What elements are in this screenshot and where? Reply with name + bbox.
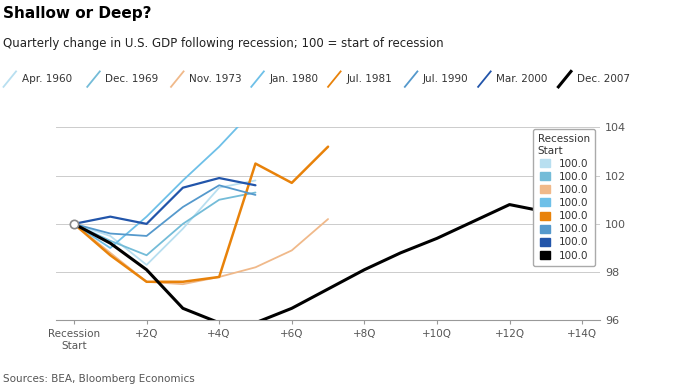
Text: Jan. 1980: Jan. 1980: [269, 74, 318, 84]
Text: Dec. 1969: Dec. 1969: [105, 74, 158, 84]
Text: Nov. 1973: Nov. 1973: [189, 74, 242, 84]
Text: Apr. 1960: Apr. 1960: [22, 74, 72, 84]
Text: Jul. 1981: Jul. 1981: [346, 74, 392, 84]
Text: Sources: BEA, Bloomberg Economics: Sources: BEA, Bloomberg Economics: [3, 374, 195, 384]
Text: Shallow or Deep?: Shallow or Deep?: [3, 6, 152, 21]
Legend: 100.0, 100.0, 100.0, 100.0, 100.0, 100.0, 100.0, 100.0: 100.0, 100.0, 100.0, 100.0, 100.0, 100.0…: [533, 129, 595, 266]
Text: Quarterly change in U.S. GDP following recession; 100 = start of recession: Quarterly change in U.S. GDP following r…: [3, 37, 444, 50]
Text: Dec. 2007: Dec. 2007: [577, 74, 630, 84]
Text: Mar. 2000: Mar. 2000: [496, 74, 548, 84]
Text: Jul. 1990: Jul. 1990: [423, 74, 468, 84]
